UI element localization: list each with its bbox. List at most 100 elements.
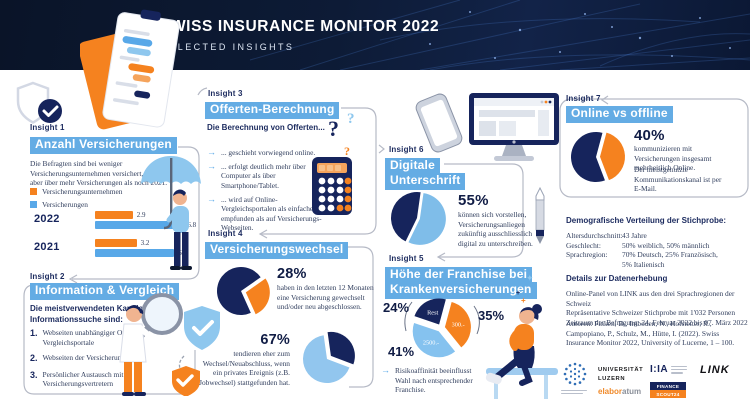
- arrow-right-icon: →: [381, 365, 390, 375]
- bar-row: 2.9: [95, 211, 196, 219]
- network-decoration: [249, 0, 750, 70]
- bar-2021-insurances: [95, 249, 175, 257]
- bullet-item: → ... erfolgt deutlich mehr über Compute…: [207, 160, 323, 191]
- details-line: Repräsentative Schweizer Stichprobe mit …: [566, 308, 736, 318]
- svg-text:300.-: 300.-: [452, 321, 465, 328]
- bar-2022-insurances: [95, 221, 184, 229]
- pie-wechsel-28: [212, 262, 270, 320]
- franchise-pct-41: 41%: [388, 344, 415, 359]
- svg-text:Rest: Rest: [427, 310, 438, 317]
- elaboratum-part1: elabor: [598, 387, 623, 396]
- stat-55: 55%: [458, 192, 489, 209]
- magnifier-person-illustration: [100, 288, 192, 400]
- demo-row: Altersdurchschnitt: 43 Jahre: [566, 231, 748, 241]
- university-line1: UNIVERSITÄT: [598, 367, 644, 373]
- bar-year-2022: 2022: [34, 213, 60, 225]
- bar-2022-companies: [95, 211, 133, 219]
- smartphone-illustration: [411, 89, 468, 157]
- demo-term: Sprachregion:: [566, 250, 608, 260]
- insight6-title-strip: Unterschrift: [385, 172, 466, 190]
- bullet-item: → ... wird auf Online-Vergleichsportalen…: [207, 193, 323, 234]
- details-heading: Details zur Datenerhebung: [566, 274, 668, 283]
- demo-row: Sprachregion: 70% Deutsch, 25% Französis…: [566, 250, 748, 260]
- bar-2021-companies: [95, 239, 137, 247]
- demo-value-line2: 5% Italienisch: [622, 259, 665, 269]
- demo-value: 43 Jahre: [622, 231, 647, 240]
- insight6-title-line2: Unterschrift: [385, 171, 466, 190]
- legend-item: Versicherungen: [30, 200, 122, 210]
- list-text: Persönlicher Austausch mit Versicherungs…: [42, 369, 124, 389]
- list-text: Webseiten der Versicherungen: [42, 353, 133, 363]
- logo-caption-line: [561, 392, 583, 395]
- university-lucerne-logo: UNIVERSITÄT LUZERN: [598, 366, 643, 383]
- bullet-text: ... geschieht vorwiegend online.: [221, 148, 316, 157]
- insight1-label: Insight 1: [30, 123, 65, 132]
- pen-illustration: [531, 186, 549, 246]
- details-line: Zeitraum der Befragung: 24. Februar 2022…: [566, 317, 748, 327]
- demo-term: Geschlecht:: [566, 240, 601, 250]
- plus-decoration: +: [521, 296, 526, 305]
- plus-decoration: +: [516, 290, 521, 297]
- insight1-title-strip: Anzahl Versicherungen: [30, 136, 177, 154]
- insight3-title-strip: Offerten-Berechnung: [205, 101, 340, 119]
- franchise-pct-35: 35%: [478, 308, 505, 323]
- ima-wordmark: I:IA: [650, 364, 669, 375]
- demo-row: Geschlecht: 50% weiblich, 50% männlich: [566, 241, 748, 251]
- bullet-text: ... erfolgt deutlich mehr über Computer …: [221, 161, 306, 190]
- details-lines: Online-Panel von LINK aus den drei Sprac…: [566, 289, 750, 328]
- umbrella-person-illustration: [136, 154, 206, 280]
- bar-value: 2.9: [136, 211, 146, 219]
- bar-value: 6.8: [187, 221, 197, 229]
- legend-item: Versicherungsunternehmen: [30, 187, 122, 197]
- bench-woman-illustration: [484, 302, 562, 401]
- insight6-title-line1: Digitale: [385, 156, 440, 175]
- pie-franchise: 300.- 2500.- Rest: [409, 296, 473, 360]
- insight5-title-strip: Krankenversicherungen: [385, 281, 537, 299]
- financescout24-logo: FINANCE SCOUT24: [650, 382, 686, 398]
- demographics-table: Altersdurchschnitt: 43 Jahre Geschlecht:…: [566, 231, 748, 270]
- demo-term: Altersdurchschnitt:: [566, 231, 623, 240]
- pie-digital-55: [386, 187, 448, 249]
- stat-28: 28%: [277, 266, 307, 282]
- legend-swatch-blue: [30, 200, 37, 208]
- bar-row: 3.2: [95, 239, 196, 247]
- list-item: 1. Webseiten unabhängiger Online-Verglei…: [30, 328, 148, 347]
- scout24-box: SCOUT24: [650, 390, 686, 398]
- details-authors: Autoren: Finken, D., Imboden, N., Hofste…: [566, 319, 735, 348]
- stat-40: 40%: [634, 127, 665, 144]
- insight4-title-strip: Versicherungswechsel: [205, 241, 349, 259]
- elaboratum-logo: elaboratum: [598, 387, 641, 396]
- insight4-title: Versicherungswechsel: [205, 240, 349, 259]
- shield-icons: [170, 304, 222, 396]
- page-title: SWISS INSURANCE MONITOR 2022: [160, 18, 440, 35]
- finance-box: FINANCE: [650, 382, 686, 390]
- franchise-pct-24: 24%: [383, 300, 410, 315]
- arrow-right-icon: →: [207, 193, 216, 204]
- demo-row: 5% Italienisch: [566, 260, 748, 270]
- list-number: 2.: [30, 353, 38, 364]
- arrow-right-icon: →: [207, 160, 216, 171]
- insight1-title: Anzahl Versicherungen: [30, 135, 177, 154]
- monitor-illustration: [468, 92, 562, 164]
- logo-caption-line: [561, 389, 587, 392]
- stat-40-text2: Der meistgenutzte Kommunikationskanal is…: [634, 165, 722, 194]
- demographics-heading: Demografische Verteilung der Stichprobe:: [566, 216, 727, 225]
- list-item: 3. Persönlicher Austausch mit Versicheru…: [30, 370, 148, 389]
- question-mark-icon: ?: [328, 116, 339, 141]
- insight5-label: Insight 5: [389, 254, 424, 263]
- insight2-title: Information & Vergleich: [30, 281, 180, 300]
- bar-value: 3.2: [140, 239, 150, 247]
- ima-caption: [671, 364, 688, 374]
- insight1-body: Die Befragten sind bei weniger Versicher…: [30, 159, 172, 188]
- list-item: 2. Webseiten der Versicherungen: [30, 353, 148, 363]
- insight4-label: Insight 4: [208, 229, 243, 238]
- insight6-title-strip: Digitale: [385, 157, 440, 175]
- ima-logo: I:IA: [650, 364, 688, 375]
- legend-label: Versicherungen: [42, 199, 88, 209]
- pie-online-40: [566, 127, 626, 187]
- question-mark-icon: ?: [347, 111, 355, 127]
- bar-year-2021: 2021: [34, 241, 60, 253]
- list-number: 3.: [30, 369, 38, 380]
